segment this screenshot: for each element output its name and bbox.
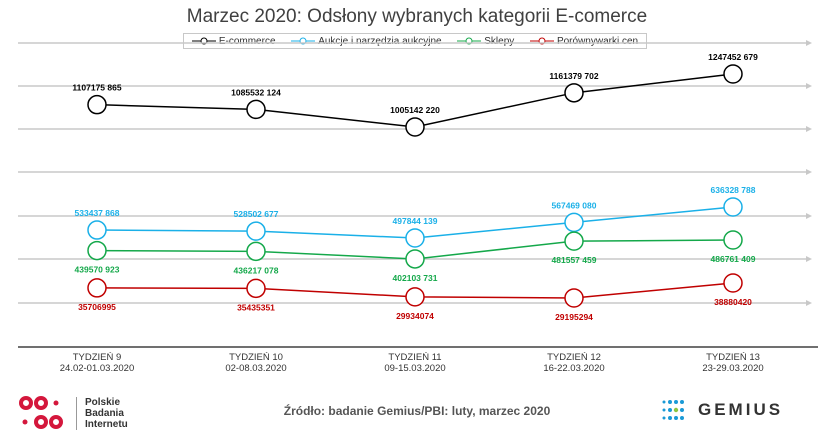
gemius-logo-text: GEMIUS bbox=[698, 400, 784, 419]
data-label: 1005142 220 bbox=[390, 105, 440, 115]
x-tick-label: TYDZIEŃ 11 09-15.03.2020 bbox=[345, 352, 485, 374]
week-label: TYDZIEŃ 10 bbox=[229, 352, 283, 363]
data-point bbox=[723, 273, 743, 293]
data-label: 35435351 bbox=[237, 302, 275, 312]
data-point bbox=[723, 197, 743, 217]
date-range-label: 24.02-01.03.2020 bbox=[59, 363, 135, 374]
week-label: TYDZIEŃ 11 bbox=[388, 352, 442, 363]
chart-title: Marzec 2020: Odsłony wybranych kategorii… bbox=[186, 6, 648, 27]
data-point bbox=[405, 249, 425, 269]
gridline-arrow-icon bbox=[806, 83, 812, 89]
data-point bbox=[87, 240, 107, 261]
data-label: 402103 731 bbox=[393, 273, 438, 283]
data-point bbox=[246, 99, 266, 120]
data-label: 1247452 679 bbox=[708, 52, 758, 62]
source-note: Źródło: badanie Gemius/PBI: luty, marzec… bbox=[283, 404, 551, 418]
data-point bbox=[405, 287, 425, 307]
gridline-arrow-icon bbox=[806, 126, 812, 132]
gemius-logo: GEMIUS bbox=[660, 398, 783, 422]
data-point bbox=[723, 64, 743, 84]
data-label: 35706995 bbox=[78, 302, 116, 312]
data-label: 1161379 702 bbox=[549, 71, 598, 81]
legend-label: Sklepy bbox=[484, 35, 515, 47]
data-label: 439570 923 bbox=[75, 265, 120, 275]
data-point bbox=[87, 278, 107, 298]
data-label: 38880420 bbox=[714, 297, 752, 307]
data-label: 436217 078 bbox=[234, 265, 279, 275]
data-point bbox=[87, 94, 107, 115]
data-point bbox=[246, 221, 266, 241]
data-label: 29934074 bbox=[396, 311, 434, 321]
x-tick-label: TYDZIEŃ 10 02-08.03.2020 bbox=[186, 352, 326, 374]
date-range-label: 16-22.03.2020 bbox=[543, 363, 605, 374]
pbi-logo: Polskie Badania Internetu bbox=[16, 393, 128, 433]
week-label: TYDZIEŃ 13 bbox=[706, 352, 760, 363]
date-range-label: 23-29.03.2020 bbox=[702, 363, 764, 374]
gemius-dots-icon bbox=[662, 400, 684, 420]
data-label: 481557 459 bbox=[552, 255, 597, 265]
data-point bbox=[564, 288, 584, 308]
gridline-arrow-icon bbox=[806, 213, 812, 219]
data-point bbox=[87, 220, 107, 240]
x-tick-label: TYDZIEŃ 13 23-29.03.2020 bbox=[663, 352, 803, 374]
pbi-logo-text: Polskie Badania Internetu bbox=[76, 396, 128, 430]
data-point bbox=[246, 278, 266, 299]
gridline-arrow-icon bbox=[806, 40, 812, 46]
date-range-label: 09-15.03.2020 bbox=[384, 363, 446, 374]
data-label: 636328 788 bbox=[711, 185, 756, 195]
data-label: 1085532 124 bbox=[231, 87, 281, 97]
data-label: 497844 139 bbox=[393, 216, 438, 226]
week-label: TYDZIEŃ 12 bbox=[547, 352, 601, 363]
data-label: 29195294 bbox=[555, 312, 593, 322]
data-label: 567469 080 bbox=[552, 200, 597, 210]
gridline-arrow-icon bbox=[806, 169, 812, 175]
data-label: 533437 868 bbox=[75, 208, 120, 218]
data-point bbox=[405, 228, 425, 248]
data-point bbox=[246, 241, 266, 262]
week-label: TYDZIEŃ 9 bbox=[72, 352, 122, 363]
data-point bbox=[723, 230, 743, 250]
date-range-label: 02-08.03.2020 bbox=[225, 363, 287, 374]
data-point bbox=[564, 83, 584, 103]
gridline-arrow-icon bbox=[806, 300, 812, 306]
data-point bbox=[564, 212, 584, 233]
legend-label: Porównywarki cen bbox=[556, 35, 639, 47]
data-label: 486761 409 bbox=[711, 254, 756, 264]
legend-label: Aukcje i narzędzia aukcyjne bbox=[318, 35, 442, 47]
data-label: 528502 677 bbox=[234, 209, 279, 219]
pbi-dots-icon bbox=[19, 396, 63, 429]
data-label: 1107175 865 bbox=[72, 83, 121, 93]
data-point bbox=[564, 231, 584, 251]
data-point bbox=[405, 117, 425, 137]
legend-label: E-commerce bbox=[218, 35, 276, 47]
x-tick-label: TYDZIEŃ 12 16-22.03.2020 bbox=[504, 352, 644, 374]
gridline-arrow-icon bbox=[806, 256, 812, 262]
x-tick-label: TYDZIEŃ 9 24.02-01.03.2020 bbox=[27, 352, 167, 374]
